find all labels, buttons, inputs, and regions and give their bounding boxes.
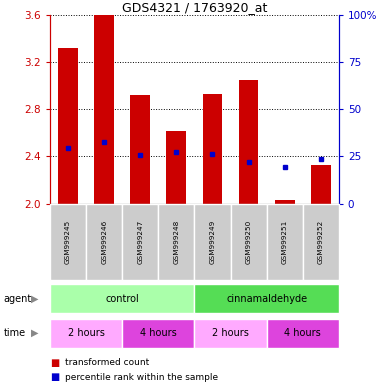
- Title: GDS4321 / 1763920_at: GDS4321 / 1763920_at: [122, 1, 267, 14]
- Text: ▶: ▶: [31, 328, 38, 338]
- Text: GSM999245: GSM999245: [65, 220, 71, 264]
- Text: 4 hours: 4 hours: [285, 328, 321, 338]
- Bar: [122, 319, 194, 348]
- Text: GSM999252: GSM999252: [318, 220, 324, 264]
- Text: transformed count: transformed count: [65, 358, 150, 367]
- Text: GSM999248: GSM999248: [173, 220, 179, 264]
- Text: GSM999246: GSM999246: [101, 220, 107, 264]
- Bar: [94, 15, 114, 204]
- Bar: [50, 204, 86, 280]
- Bar: [166, 131, 186, 204]
- Bar: [266, 204, 303, 280]
- Text: 2 hours: 2 hours: [68, 328, 105, 338]
- Text: cinnamaldehyde: cinnamaldehyde: [226, 293, 307, 304]
- Text: GSM999247: GSM999247: [137, 220, 143, 264]
- Bar: [203, 94, 223, 204]
- Text: GSM999250: GSM999250: [246, 220, 251, 264]
- Bar: [86, 204, 122, 280]
- Text: ■: ■: [50, 372, 59, 382]
- Bar: [239, 80, 258, 204]
- Text: GSM999251: GSM999251: [282, 220, 288, 264]
- Bar: [303, 204, 339, 280]
- Bar: [194, 284, 339, 313]
- Bar: [194, 319, 266, 348]
- Bar: [131, 95, 150, 204]
- Bar: [311, 165, 331, 204]
- Text: ■: ■: [50, 358, 59, 368]
- Text: control: control: [105, 293, 139, 304]
- Bar: [194, 204, 231, 280]
- Bar: [58, 48, 78, 204]
- Text: GSM999249: GSM999249: [209, 220, 216, 264]
- Text: 2 hours: 2 hours: [212, 328, 249, 338]
- Text: ▶: ▶: [31, 293, 38, 304]
- Text: agent: agent: [4, 293, 32, 304]
- Text: time: time: [4, 328, 26, 338]
- Bar: [231, 204, 266, 280]
- Bar: [50, 319, 122, 348]
- Text: 4 hours: 4 hours: [140, 328, 177, 338]
- Bar: [266, 319, 339, 348]
- Bar: [50, 284, 194, 313]
- Bar: [158, 204, 194, 280]
- Bar: [275, 200, 295, 204]
- Text: percentile rank within the sample: percentile rank within the sample: [65, 372, 219, 382]
- Bar: [122, 204, 158, 280]
